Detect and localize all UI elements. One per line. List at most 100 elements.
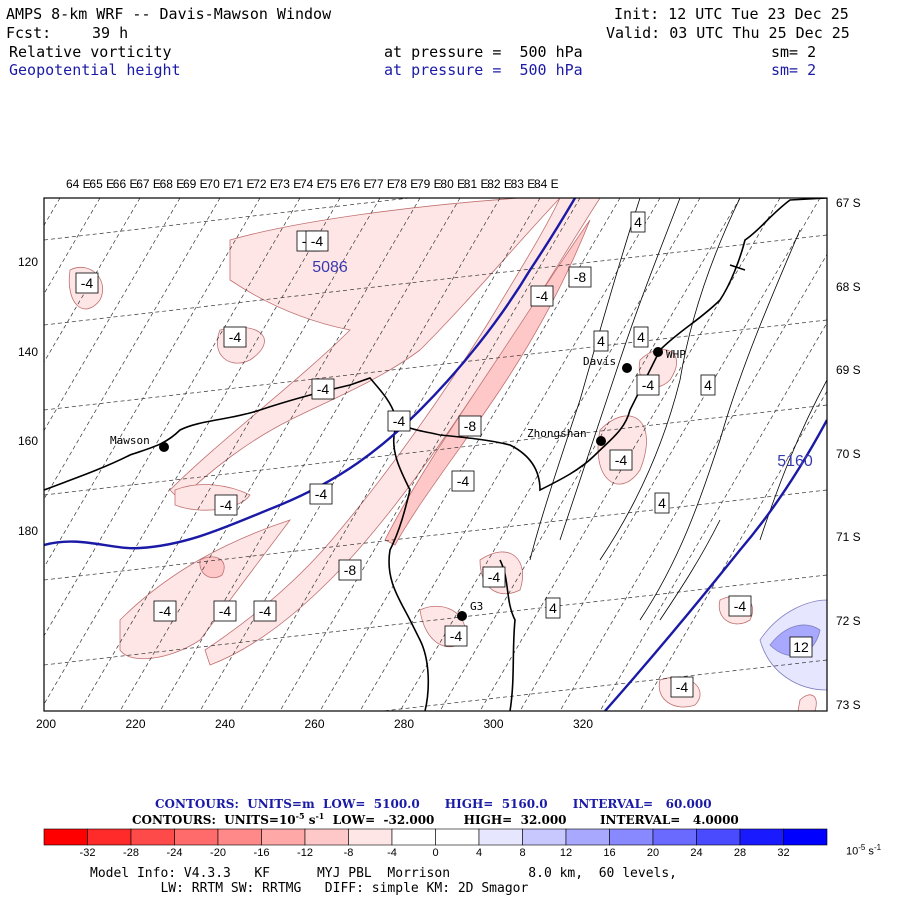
colorbar-tick-label: 32 <box>777 847 790 859</box>
field1-level: at pressure = 500 hPa <box>384 43 583 61</box>
colorbar-tick-label: -12 <box>297 847 313 859</box>
vorticity-label-box <box>545 597 561 619</box>
station-label: WHP <box>666 348 686 361</box>
vorticity-label-box <box>213 600 237 622</box>
longitude-label: 70 E <box>206 177 232 191</box>
longitude-label: 84 E <box>534 177 559 191</box>
colorbar-swatch <box>696 828 741 846</box>
model-info-line2: LW: RRTM SW: RRTMG DIFF: simple KM: 2D S… <box>90 881 529 896</box>
vorticity-label-box <box>458 415 482 437</box>
parallel-line <box>380 659 827 711</box>
latitude-label: 72 S <box>836 614 861 628</box>
vorticity-label-box <box>309 483 333 505</box>
x-tick-label: 300 <box>483 717 504 731</box>
longitude-label: 78 E <box>393 177 419 191</box>
vorticity-label-box <box>568 266 592 288</box>
vorticity-label: -4 <box>393 413 406 429</box>
latitude-label: 70 S <box>836 446 861 461</box>
colorbar <box>43 828 828 846</box>
vorticity-label-box <box>253 600 277 622</box>
field1-smoothing: sm= 2 <box>771 43 817 61</box>
meridian-line <box>79 198 381 711</box>
vorticity-label-box <box>670 676 694 698</box>
longitude-label: 71 E <box>229 177 255 191</box>
meridian-line <box>44 198 221 500</box>
vorticity-contour-info: CONTOURS: UNITS=10-5 s-1 LOW= -32.000 HI… <box>132 811 739 827</box>
field2-name: Geopotential height <box>9 61 181 79</box>
init-time: Init: 12 UTC Tue 23 Dec 25 <box>614 5 849 23</box>
x-tick-label: 320 <box>572 717 594 731</box>
vorticity-label-box <box>654 492 670 514</box>
vorticity-label: -4 <box>219 603 232 619</box>
vorticity-label-box <box>633 326 649 348</box>
longitude-label: 73 E <box>276 177 302 191</box>
meridian-line <box>44 198 261 569</box>
coastline <box>44 198 827 711</box>
vorticity-label: -8 <box>344 562 357 578</box>
height-contour-label: 5086 <box>312 259 348 276</box>
map-title: AMPS 8-km WRF -- Davis-Mawson Window <box>6 5 332 23</box>
vorticity-label-box <box>444 625 468 647</box>
station-markers: Mawson Davis WHP Zhongshan G3 <box>110 347 686 621</box>
height-contours <box>44 198 827 711</box>
longitude-label: 79 E <box>417 177 442 191</box>
meridian-line <box>559 253 827 711</box>
parallel-line <box>44 574 827 666</box>
vorticity-label: -4 <box>615 452 628 468</box>
colorbar-tick-label: 8 <box>519 847 526 859</box>
vorticity-label-box <box>789 636 813 658</box>
meridian-line <box>44 198 181 432</box>
vorticity-label-box <box>530 285 554 307</box>
colorbar-swatch <box>304 828 349 846</box>
longitude-label: 83 E <box>510 177 536 191</box>
vorticity-label: -4 <box>488 569 501 585</box>
longitude-label: 74 E <box>300 177 325 191</box>
latitude-label: 67 S <box>836 196 861 210</box>
vorticity-label-box <box>609 449 633 471</box>
x-tick-label: 260 <box>304 717 325 731</box>
vorticity-label: -4 <box>457 473 470 489</box>
field1-name: Relative vorticity <box>9 43 172 61</box>
colorbar-swatch <box>130 828 175 846</box>
vorticity-label: -4 <box>450 628 463 644</box>
station-label: Davis <box>583 355 616 368</box>
latitude-label: 73 S <box>836 697 861 712</box>
colorbar-swatch <box>435 828 480 846</box>
vorticity-label: 12 <box>793 639 809 655</box>
vorticity-label-box <box>593 330 609 352</box>
colorbar-tick-label: 20 <box>646 847 660 859</box>
station-dot <box>596 436 606 446</box>
vorticity-label: 4 <box>704 377 712 393</box>
latitude-label: 68 S <box>836 279 861 294</box>
parallel-line <box>44 319 827 411</box>
longitude-label: 76 E <box>346 177 372 191</box>
vorticity-label-box <box>338 559 362 581</box>
colorbar-tick-label: -32 <box>79 847 96 859</box>
colorbar-swatch <box>174 828 219 846</box>
vorticity-label-box <box>482 566 506 588</box>
station-dot <box>159 442 169 452</box>
longitude-label: 69 E <box>183 177 208 191</box>
vorticity-label: -4 <box>734 598 747 614</box>
vorticity-label-box <box>728 595 752 617</box>
meridian-line <box>439 198 741 711</box>
vorticity-label-box <box>451 470 475 492</box>
meridian-line <box>119 198 421 711</box>
colorbar-tick-label: 4 <box>475 847 483 859</box>
vorticity-label-box <box>630 211 646 233</box>
colorbar-tick-label: -28 <box>123 847 139 859</box>
station-dot <box>457 611 467 621</box>
longitude-label: 66 E <box>112 177 138 191</box>
field2-smoothing: sm= 2 <box>771 61 817 79</box>
x-tick-label: 220 <box>125 717 146 731</box>
meridian-line <box>44 198 101 295</box>
parallel-line <box>44 234 827 326</box>
longitude-label: 77 E <box>370 177 395 191</box>
y-tick-label: 120 <box>18 255 39 269</box>
x-tick-label: 240 <box>214 717 236 731</box>
x-tick-label: 280 <box>393 717 415 731</box>
vorticity-label: -4 <box>676 679 689 695</box>
vorticity-label: 4 <box>549 600 557 616</box>
colorbar-swatch <box>783 828 828 846</box>
